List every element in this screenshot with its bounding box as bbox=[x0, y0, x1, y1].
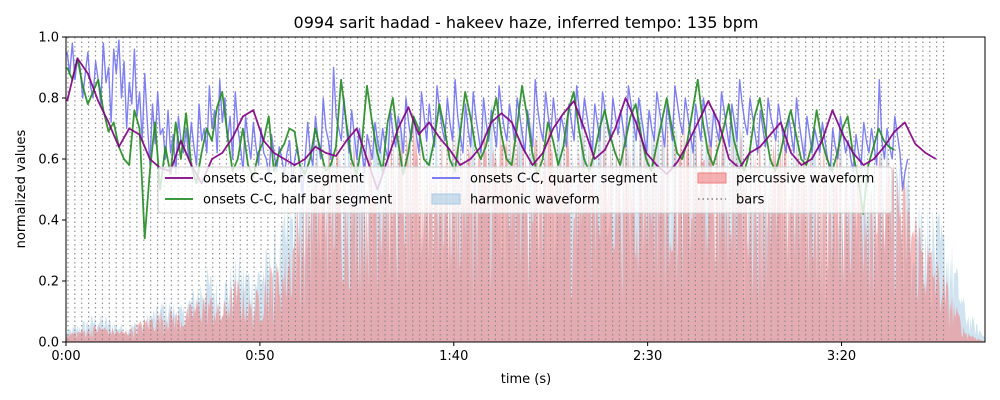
legend-patch-swatch bbox=[431, 193, 461, 205]
x-axis-ticks: 0:00 0:50 1:40 2:30 3:20 bbox=[51, 342, 856, 364]
y-axis-ticks: 0.0 0.2 0.4 0.6 0.8 1.0 bbox=[38, 31, 66, 351]
y-tick-label: 0.4 bbox=[38, 214, 59, 229]
onsets-c-c-half-bar-segment-line bbox=[66, 57, 895, 240]
y-tick-label: 1.0 bbox=[38, 31, 59, 46]
x-tick-label: 0:50 bbox=[245, 349, 274, 364]
legend-item: bars bbox=[698, 193, 765, 208]
legend-item: harmonic waveform bbox=[431, 193, 600, 208]
y-tick-label: 0.8 bbox=[38, 92, 59, 107]
legend-item: percussive waveform bbox=[697, 172, 874, 187]
y-axis-label: normalized values bbox=[14, 129, 29, 248]
x-axis-label: time (s) bbox=[501, 372, 551, 387]
x-tick-label: 2:30 bbox=[633, 349, 662, 364]
legend-label: onsets C-C, quarter segment bbox=[470, 172, 657, 187]
plot-frame bbox=[65, 36, 986, 343]
legend-label: bars bbox=[736, 193, 765, 208]
y-tick-label: 0.0 bbox=[38, 336, 59, 351]
legend-patch-swatch bbox=[697, 172, 727, 184]
chart-title: 0994 sarit hadad - hakeev haze, inferred… bbox=[294, 13, 759, 32]
onset-lines bbox=[66, 39, 937, 240]
legend-item: onsets C-C, quarter segment bbox=[432, 172, 657, 187]
legend-item: onsets C-C, half bar segment bbox=[165, 193, 392, 208]
x-tick-label: 0:00 bbox=[51, 349, 80, 364]
x-tick-label: 1:40 bbox=[439, 349, 468, 364]
y-tick-label: 0.6 bbox=[38, 153, 59, 168]
legend-item: onsets C-C, bar segment bbox=[165, 172, 364, 187]
legend: onsets C-C, bar segment onsets C-C, half … bbox=[157, 166, 893, 214]
x-tick-label: 3:20 bbox=[827, 349, 856, 364]
legend-label: onsets C-C, bar segment bbox=[203, 172, 364, 187]
legend-label: onsets C-C, half bar segment bbox=[203, 193, 392, 208]
legend-label: harmonic waveform bbox=[470, 193, 600, 208]
y-tick-label: 0.2 bbox=[38, 275, 59, 290]
legend-label: percussive waveform bbox=[736, 172, 874, 187]
onsets-c-c-bar-segment-line bbox=[66, 57, 937, 191]
